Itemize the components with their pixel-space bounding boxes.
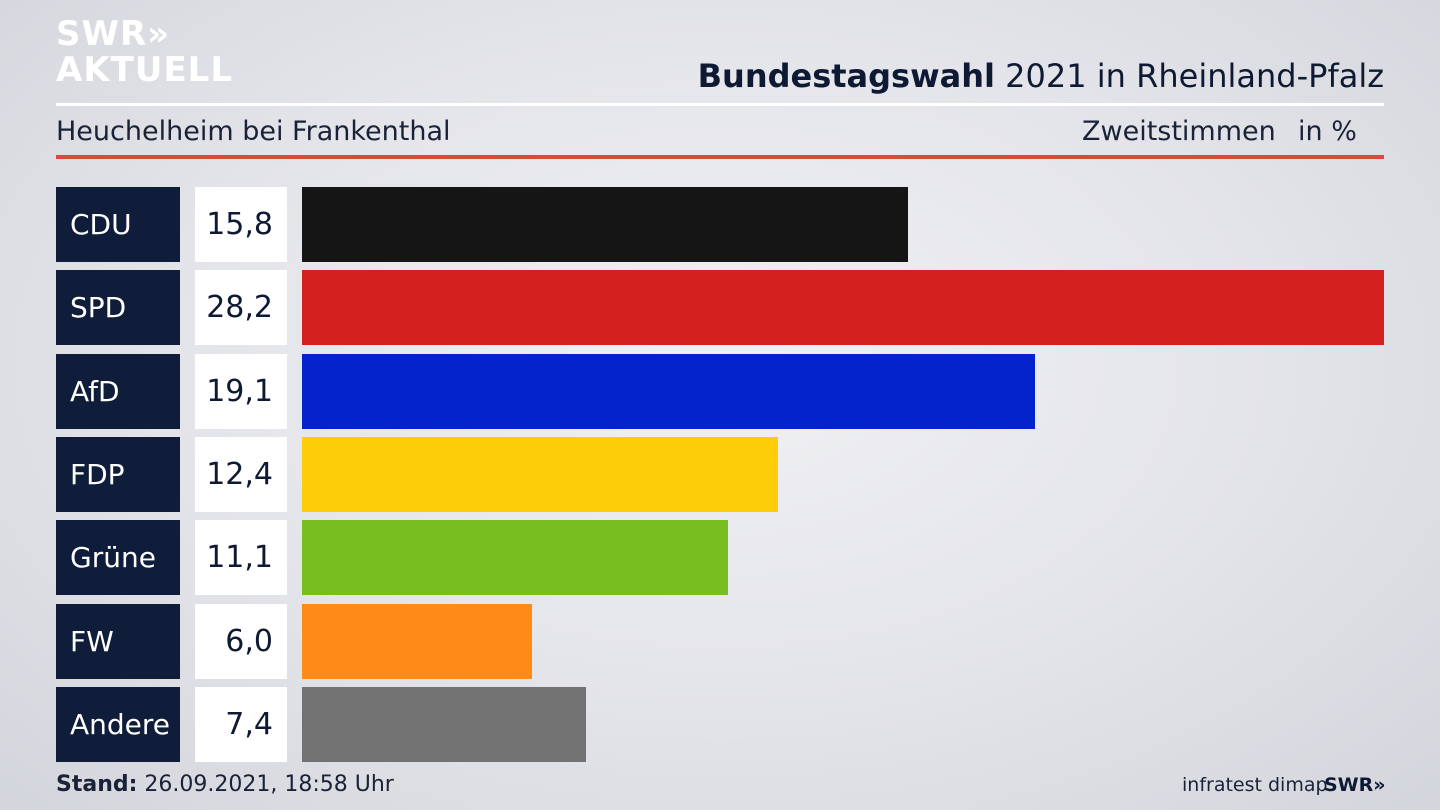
swr-brand-logo: SWR» <box>1324 774 1386 796</box>
value-label: 12,4 <box>195 437 287 512</box>
bar <box>302 354 1035 429</box>
timestamp-value: 26.09.2021, 18:58 Uhr <box>137 772 394 797</box>
bar-row: FDP 12,4 <box>56 437 1384 512</box>
bar-row: SPD 28,2 <box>56 270 1384 345</box>
value-label: 11,1 <box>195 520 287 595</box>
logo-line-1: SWR» <box>56 14 171 54</box>
value-label: 28,2 <box>195 270 287 345</box>
source-credit: infratest dimap <box>1182 774 1328 796</box>
bar-row: AfD 19,1 <box>56 354 1384 429</box>
logo-line-2: AKTUELL <box>56 50 234 90</box>
bar <box>302 687 586 762</box>
party-label: Grüne <box>56 520 180 595</box>
party-label: CDU <box>56 187 180 262</box>
bar <box>302 520 728 595</box>
party-label: SPD <box>56 270 180 345</box>
measure-label: Zweitstimmen <box>1082 116 1276 147</box>
party-label: FW <box>56 604 180 679</box>
party-label: AfD <box>56 354 180 429</box>
value-label: 19,1 <box>195 354 287 429</box>
timestamp: Stand: 26.09.2021, 18:58 Uhr <box>56 772 394 798</box>
unit-label: in % <box>1298 116 1357 147</box>
accent-divider <box>56 155 1384 159</box>
swr-aktuell-logo: SWR» AKTUELL <box>56 16 236 90</box>
bar-row: FW 6,0 <box>56 604 1384 679</box>
bar <box>302 437 778 512</box>
title-rest: 2021 in Rheinland-Pfalz <box>995 57 1384 95</box>
bar <box>302 187 908 262</box>
bar-row: CDU 15,8 <box>56 187 1384 262</box>
bar <box>302 604 532 679</box>
value-label: 6,0 <box>195 604 287 679</box>
value-label: 7,4 <box>195 687 287 762</box>
bar-row: Grüne 11,1 <box>56 520 1384 595</box>
chart-title: Bundestagswahl 2021 in Rheinland-Pfalz <box>698 56 1384 96</box>
timestamp-label: Stand: <box>56 772 138 797</box>
party-label: Andere <box>56 687 180 762</box>
bar <box>302 270 1384 345</box>
header-divider <box>56 103 1384 106</box>
value-label: 15,8 <box>195 187 287 262</box>
location-label: Heuchelheim bei Frankenthal <box>56 116 451 147</box>
bar-row: Andere 7,4 <box>56 687 1384 762</box>
party-label: FDP <box>56 437 180 512</box>
title-bold: Bundestagswahl <box>697 57 995 95</box>
